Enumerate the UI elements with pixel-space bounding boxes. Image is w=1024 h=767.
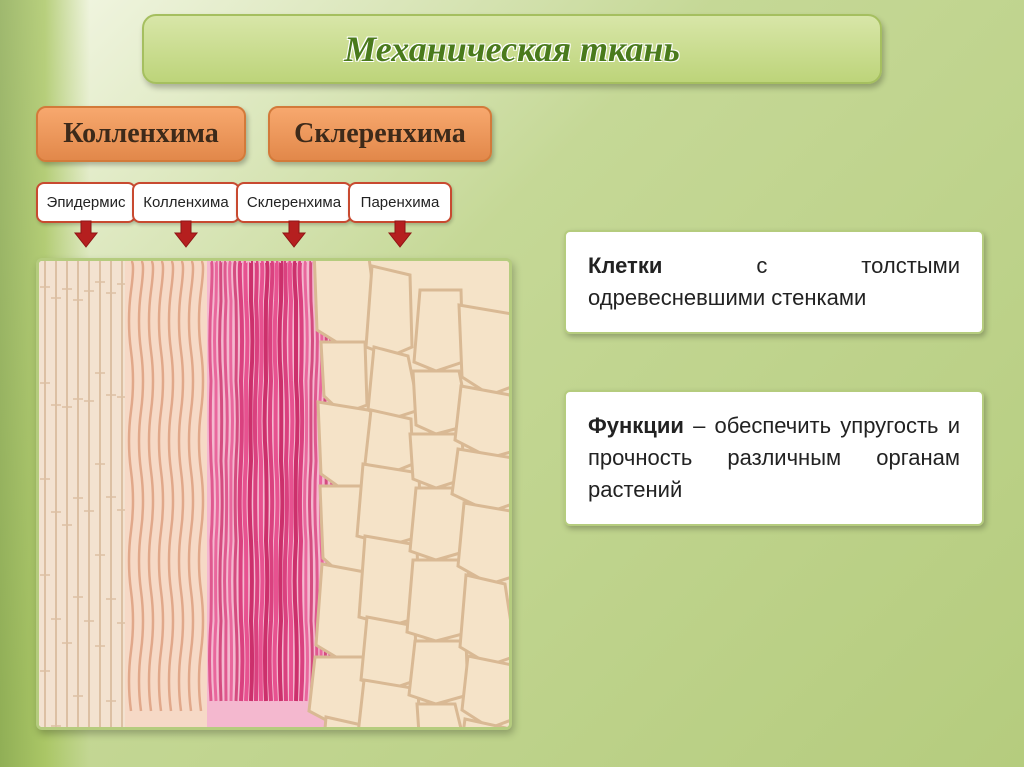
info-functions: Функции – обеспечить упругость и прочнос… bbox=[564, 390, 984, 526]
slide-title-text: Механическая ткань bbox=[344, 28, 680, 70]
tissue-labels-row: Эпидермис Колленхима Склеренхима Паренхи… bbox=[36, 182, 448, 223]
slide-title: Механическая ткань bbox=[142, 14, 882, 84]
tissue-label: Паренхима bbox=[348, 182, 452, 223]
subtype-sclerenchyma: Склеренхима bbox=[268, 106, 492, 162]
subtype-label: Колленхима bbox=[63, 118, 219, 150]
info-lead: Функции bbox=[588, 413, 684, 438]
arrow-down-icon bbox=[385, 219, 415, 249]
tissue-label: Эпидермис bbox=[36, 182, 136, 223]
arrow-down-icon bbox=[71, 219, 101, 249]
subtype-label: Склеренхима bbox=[294, 118, 466, 150]
tissue-cross-section bbox=[36, 258, 512, 730]
parenchyma-layer bbox=[309, 261, 512, 730]
arrow-down-icon bbox=[279, 219, 309, 249]
tissue-svg bbox=[39, 261, 512, 730]
info-cells: Клетки с толстыми одревесневшими стенкам… bbox=[564, 230, 984, 334]
arrow-down-icon bbox=[171, 219, 201, 249]
subtype-collenchyma: Колленхима bbox=[36, 106, 246, 162]
collenchyma-layer bbox=[125, 261, 207, 730]
tissue-label: Колленхима bbox=[132, 182, 240, 223]
tissue-label: Склеренхима bbox=[236, 182, 352, 223]
info-lead: Клетки bbox=[588, 253, 662, 278]
epidermis-layer bbox=[39, 261, 127, 730]
